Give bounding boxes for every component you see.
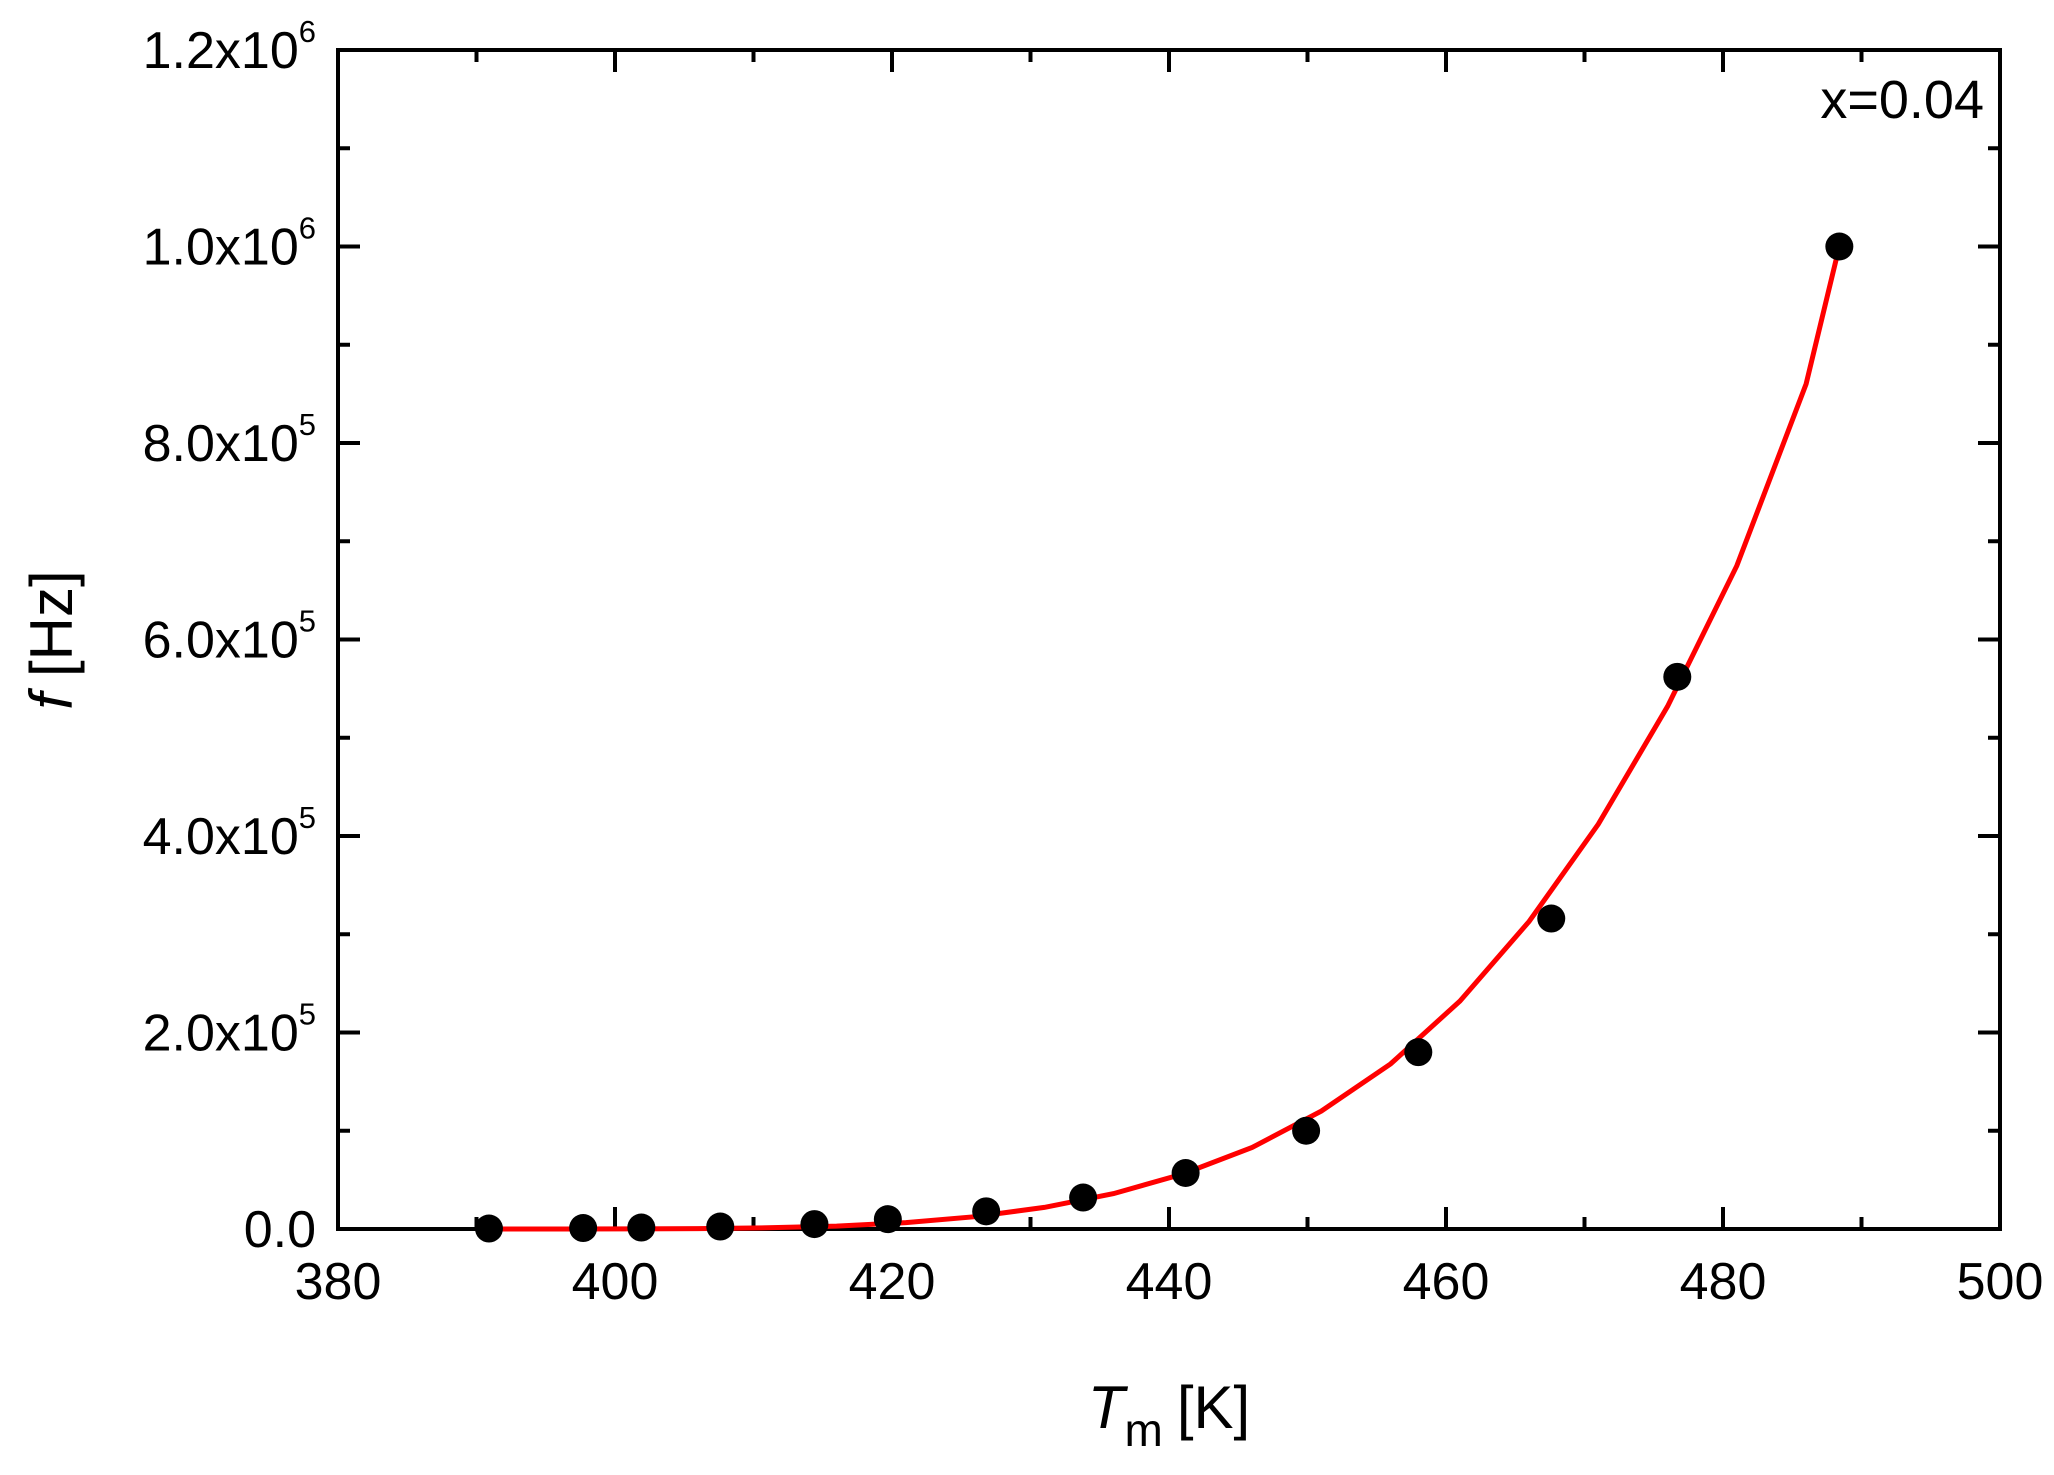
y-tick-label: 6.0x105: [143, 604, 316, 670]
data-point: [800, 1210, 829, 1239]
data-points: [474, 232, 1854, 1243]
y-tick-exponent: 5: [299, 800, 316, 835]
data-point: [1537, 904, 1566, 933]
y-tick-mantissa: 2.0x10: [143, 1005, 299, 1063]
data-point: [1171, 1158, 1200, 1187]
data-point: [1404, 1038, 1433, 1067]
x-axis-title-symbol: T: [1088, 1374, 1129, 1441]
axis-ticks: [336, 48, 2002, 1231]
y-axis-title-symbol: f: [18, 688, 85, 710]
fit-curve: [490, 245, 1842, 1232]
x-tick-label: 440: [1126, 1253, 1213, 1311]
y-tick-label: 1.0x106: [143, 211, 316, 277]
y-tick-mantissa: 1.2x10: [143, 22, 299, 80]
y-tick-label: 0.0: [244, 1201, 316, 1259]
data-point: [569, 1214, 598, 1243]
data-point: [1663, 662, 1692, 691]
y-tick-mantissa: 4.0x10: [143, 808, 299, 866]
y-tick-exponent: 5: [299, 997, 316, 1032]
annotation: x=0.04: [1820, 70, 1984, 130]
data-point: [873, 1205, 902, 1234]
x-tick-label: 500: [1957, 1253, 2044, 1311]
x-axis-title: Tm [K]: [1088, 1374, 1250, 1456]
y-tick-exponent: 6: [299, 14, 316, 49]
data-point: [1825, 232, 1854, 261]
y-tick-mantissa: 1.0x10: [143, 219, 299, 277]
data-point: [972, 1197, 1001, 1226]
plot-frame: [336, 48, 2002, 1231]
x-tick-label: 400: [572, 1253, 659, 1311]
y-axis-title-unit: [Hz]: [18, 570, 85, 677]
y-tick-labels: 0.02.0x1054.0x1056.0x1058.0x1051.0x1061.…: [143, 14, 316, 1259]
data-point: [1069, 1183, 1098, 1212]
y-tick-mantissa: 0.0: [244, 1201, 316, 1259]
x-tick-labels: 380 400 420 440 460 480 500: [295, 1253, 2044, 1311]
x-tick-label: 480: [1680, 1253, 1767, 1311]
y-tick-label: 4.0x105: [143, 800, 316, 866]
y-tick-mantissa: 6.0x10: [143, 612, 299, 670]
data-point: [706, 1212, 735, 1241]
y-tick-exponent: 6: [299, 211, 316, 246]
x-tick-label: 460: [1403, 1253, 1490, 1311]
x-axis-title-subscript: m: [1124, 1404, 1162, 1456]
x-axis-title-unit: [K]: [1177, 1374, 1250, 1441]
y-tick-exponent: 5: [299, 407, 316, 442]
x-tick-label: 420: [849, 1253, 936, 1311]
data-point: [627, 1213, 656, 1242]
y-tick-label: 1.2x106: [143, 14, 316, 80]
x-tick-label: 380: [295, 1253, 382, 1311]
y-tick-label: 8.0x105: [143, 407, 316, 473]
y-tick-exponent: 5: [299, 604, 316, 639]
data-point: [474, 1214, 503, 1243]
y-tick-label: 2.0x105: [143, 997, 316, 1063]
y-tick-mantissa: 8.0x10: [143, 415, 299, 473]
y-axis-title: f [Hz]: [18, 570, 85, 709]
data-point: [1292, 1116, 1321, 1145]
